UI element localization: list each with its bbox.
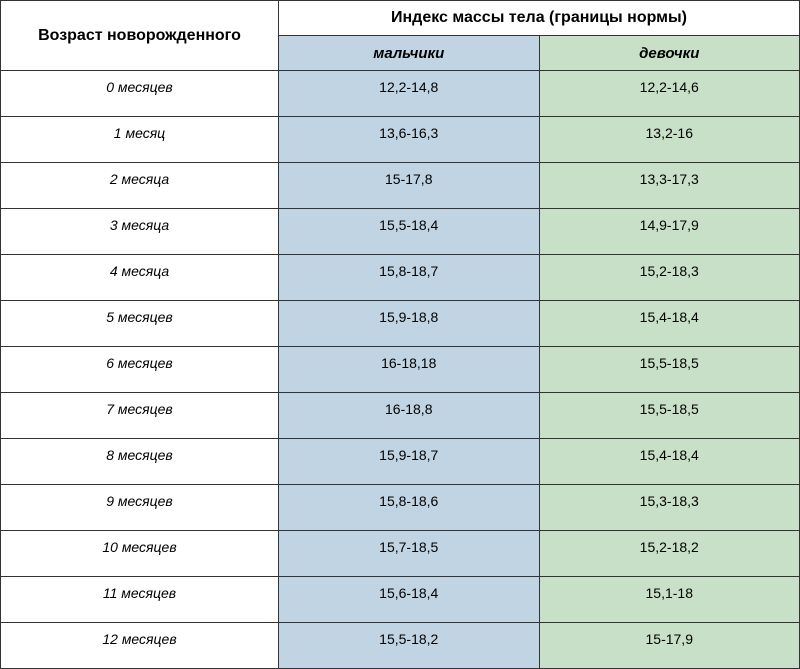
cell-age: 6 месяцев bbox=[1, 347, 279, 393]
cell-girls: 15,5-18,5 bbox=[539, 347, 800, 393]
table-row: 6 месяцев16-18,1815,5-18,5 bbox=[1, 347, 800, 393]
cell-age: 11 месяцев bbox=[1, 577, 279, 623]
cell-girls: 12,2-14,6 bbox=[539, 71, 800, 117]
cell-boys: 15,7-18,5 bbox=[279, 531, 540, 577]
cell-girls: 15,2-18,3 bbox=[539, 255, 800, 301]
cell-age: 10 месяцев bbox=[1, 531, 279, 577]
cell-age: 5 месяцев bbox=[1, 301, 279, 347]
header-girls-label: девочки bbox=[539, 36, 800, 71]
cell-age: 3 месяца bbox=[1, 209, 279, 255]
cell-girls: 13,2-16 bbox=[539, 117, 800, 163]
cell-age: 12 месяцев bbox=[1, 623, 279, 669]
cell-girls: 15,3-18,3 bbox=[539, 485, 800, 531]
cell-girls: 15-17,9 bbox=[539, 623, 800, 669]
cell-girls: 15,1-18 bbox=[539, 577, 800, 623]
table-row: 11 месяцев15,6-18,415,1-18 bbox=[1, 577, 800, 623]
cell-girls: 14,9-17,9 bbox=[539, 209, 800, 255]
header-bmi-label: Индекс массы тела (границы нормы) bbox=[279, 1, 800, 36]
cell-boys: 12,2-14,8 bbox=[279, 71, 540, 117]
header-row-1: Возраст новорожденного Индекс массы тела… bbox=[1, 1, 800, 36]
cell-boys: 15,9-18,7 bbox=[279, 439, 540, 485]
bmi-table: Возраст новорожденного Индекс массы тела… bbox=[0, 0, 800, 669]
cell-girls: 13,3-17,3 bbox=[539, 163, 800, 209]
cell-age: 0 месяцев bbox=[1, 71, 279, 117]
cell-boys: 15,9-18,8 bbox=[279, 301, 540, 347]
cell-age: 4 месяца bbox=[1, 255, 279, 301]
cell-boys: 15,6-18,4 bbox=[279, 577, 540, 623]
cell-girls: 15,4-18,4 bbox=[539, 439, 800, 485]
table-row: 1 месяц13,6-16,313,2-16 bbox=[1, 117, 800, 163]
table-header: Возраст новорожденного Индекс массы тела… bbox=[1, 1, 800, 71]
table-row: 10 месяцев15,7-18,515,2-18,2 bbox=[1, 531, 800, 577]
cell-girls: 15,5-18,5 bbox=[539, 393, 800, 439]
cell-age: 8 месяцев bbox=[1, 439, 279, 485]
cell-boys: 15,5-18,4 bbox=[279, 209, 540, 255]
cell-boys: 16-18,18 bbox=[279, 347, 540, 393]
cell-boys: 15,8-18,7 bbox=[279, 255, 540, 301]
cell-age: 2 месяца bbox=[1, 163, 279, 209]
table-row: 3 месяца15,5-18,414,9-17,9 bbox=[1, 209, 800, 255]
table-row: 7 месяцев16-18,815,5-18,5 bbox=[1, 393, 800, 439]
table-row: 8 месяцев15,9-18,715,4-18,4 bbox=[1, 439, 800, 485]
table-row: 9 месяцев15,8-18,615,3-18,3 bbox=[1, 485, 800, 531]
cell-age: 1 месяц bbox=[1, 117, 279, 163]
cell-girls: 15,4-18,4 bbox=[539, 301, 800, 347]
header-age-label: Возраст новорожденного bbox=[1, 1, 279, 71]
cell-boys: 15-17,8 bbox=[279, 163, 540, 209]
cell-boys: 15,5-18,2 bbox=[279, 623, 540, 669]
table-row: 5 месяцев15,9-18,815,4-18,4 bbox=[1, 301, 800, 347]
header-boys-label: мальчики bbox=[279, 36, 540, 71]
table-row: 4 месяца15,8-18,715,2-18,3 bbox=[1, 255, 800, 301]
cell-age: 9 месяцев bbox=[1, 485, 279, 531]
table-body: 0 месяцев12,2-14,812,2-14,61 месяц13,6-1… bbox=[1, 71, 800, 669]
cell-boys: 13,6-16,3 bbox=[279, 117, 540, 163]
cell-boys: 16-18,8 bbox=[279, 393, 540, 439]
cell-boys: 15,8-18,6 bbox=[279, 485, 540, 531]
table-row: 12 месяцев15,5-18,215-17,9 bbox=[1, 623, 800, 669]
table-row: 0 месяцев12,2-14,812,2-14,6 bbox=[1, 71, 800, 117]
cell-age: 7 месяцев bbox=[1, 393, 279, 439]
table-row: 2 месяца15-17,813,3-17,3 bbox=[1, 163, 800, 209]
cell-girls: 15,2-18,2 bbox=[539, 531, 800, 577]
